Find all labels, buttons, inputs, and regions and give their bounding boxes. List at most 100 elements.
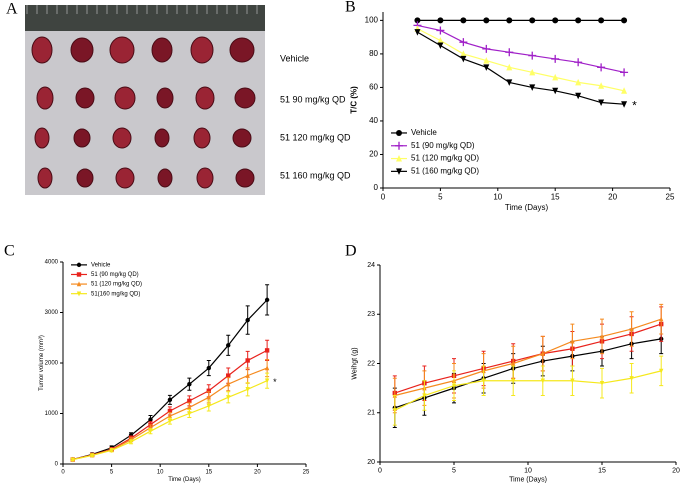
marker: [621, 101, 628, 108]
legend-label: 51 (90 mg/kg QD): [411, 141, 475, 150]
tumor: [109, 36, 135, 64]
series-line: [417, 28, 625, 92]
marker: [167, 397, 173, 403]
marker: [529, 68, 536, 76]
tumor: [36, 86, 54, 110]
marker: [506, 17, 513, 24]
marker: [187, 382, 192, 387]
marker: [245, 317, 250, 323]
y-tick-label: 22: [367, 360, 375, 367]
marker: [206, 388, 211, 393]
marker: [511, 360, 516, 366]
series-line: [394, 338, 662, 409]
y-axis-label: T/C (%): [349, 86, 358, 114]
x-axis-label: Time (Days): [168, 477, 200, 483]
marker: [395, 141, 403, 150]
tumor: [156, 87, 174, 109]
x-tick-label: 25: [666, 193, 675, 202]
marker: [506, 63, 513, 71]
tumor: [193, 127, 211, 149]
tumor: [235, 168, 255, 188]
marker: [245, 358, 250, 363]
x-tick-label: 0: [381, 193, 386, 202]
marker: [575, 78, 582, 86]
x-tick-label: 0: [61, 469, 65, 475]
series-line: [394, 318, 662, 397]
y-tick-label: 20: [367, 459, 375, 466]
marker: [552, 17, 559, 24]
y-tick-label: 24: [367, 262, 375, 269]
y-tick-label: 23: [367, 311, 375, 318]
marker: [629, 376, 634, 381]
tumor: [112, 127, 132, 149]
legend-label: Vehicle: [91, 262, 111, 268]
tumor: [157, 168, 173, 188]
x-tick-label: 10: [493, 193, 502, 202]
marker: [505, 48, 514, 57]
marker: [148, 428, 153, 434]
marker: [226, 343, 231, 348]
y-axis-label: Weihgt (g): [352, 347, 359, 379]
x-tick-label: 15: [598, 467, 606, 474]
marker: [552, 87, 559, 95]
x-tick-label: 20: [672, 467, 680, 474]
legend-label: 51(160 mg/kg QD): [91, 291, 140, 297]
marker: [414, 29, 421, 36]
tumor: [229, 37, 255, 63]
marker: [460, 50, 467, 57]
marker: [570, 338, 575, 344]
x-tick-label: 10: [524, 467, 532, 474]
series-line: [72, 349, 268, 461]
marker: [597, 63, 606, 72]
marker: [570, 378, 575, 384]
marker: [460, 55, 467, 63]
marker: [245, 372, 250, 378]
legend-label: 51 (160 mg/kg QD): [411, 166, 479, 175]
tumor: [115, 167, 135, 189]
tumor: [154, 128, 170, 148]
y-tick-label: 3000: [45, 310, 59, 316]
marker: [437, 17, 444, 24]
marker: [148, 417, 153, 422]
series-line: [394, 323, 662, 394]
marker: [437, 36, 444, 44]
marker: [620, 68, 629, 77]
tumor: [31, 36, 53, 64]
y-tick-label: 21: [367, 410, 375, 417]
tumor: [195, 86, 215, 110]
marker: [264, 348, 270, 353]
x-tick-label: 25: [303, 469, 310, 475]
x-tick-label: 15: [205, 469, 212, 475]
x-axis-label: Time (Days): [509, 477, 547, 484]
x-tick-label: 20: [254, 469, 261, 475]
marker: [481, 378, 486, 384]
y-axis-label: Tumor volume (mm³): [39, 335, 45, 391]
marker: [575, 17, 582, 24]
marker: [226, 373, 231, 378]
marker: [264, 297, 270, 303]
tumor: [114, 86, 136, 110]
marker: [414, 17, 421, 24]
marker: [529, 17, 536, 24]
marker: [540, 350, 545, 356]
y-tick-label: 4000: [45, 260, 59, 266]
marker: [540, 378, 545, 384]
legend-label: 51 (120 mg/kg QD): [91, 282, 142, 288]
marker: [574, 58, 583, 67]
marker: [483, 57, 490, 64]
x-tick-label: 5: [452, 467, 456, 474]
x-tick-label: 10: [157, 469, 164, 475]
y-tick-label: 2000: [45, 361, 59, 367]
marker: [511, 378, 516, 384]
tumor: [34, 127, 50, 149]
marker: [506, 79, 513, 86]
marker: [621, 17, 628, 24]
panel-letter: D: [345, 243, 357, 260]
panel-letter: C: [4, 243, 15, 260]
y-tick-label: 1000: [45, 411, 59, 417]
photo-label: 51 90 mg/kg QD: [280, 94, 346, 104]
marker: [598, 17, 605, 24]
marker: [396, 168, 402, 175]
panel-letter: B: [345, 0, 356, 16]
